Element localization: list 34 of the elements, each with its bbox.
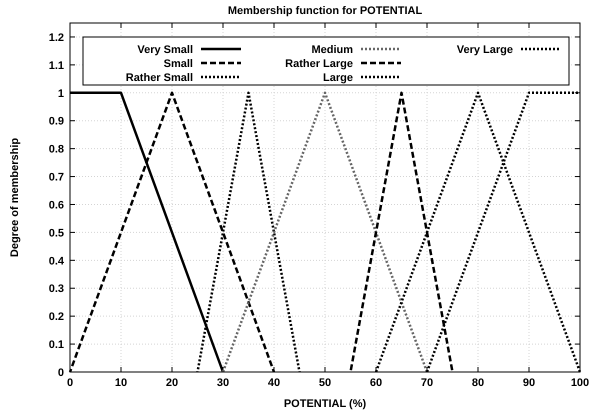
legend-label: Small xyxy=(164,58,193,70)
y-tick-label: 0.5 xyxy=(48,227,64,240)
x-tick-label: 100 xyxy=(570,377,590,389)
x-tick-label: 80 xyxy=(472,377,484,389)
y-tick-label: 0.9 xyxy=(48,116,64,128)
x-tick-label: 30 xyxy=(216,377,230,389)
y-tick-label: 0.2 xyxy=(48,311,64,324)
x-tick-label: 0 xyxy=(66,377,74,389)
y-tick-label: 0.3 xyxy=(48,283,64,296)
x-tick-label: 40 xyxy=(268,377,280,389)
legend-label: Large xyxy=(323,72,353,84)
y-tick-label: 0.4 xyxy=(48,255,65,268)
x-tick-label: 50 xyxy=(318,377,332,389)
legend-label: Rather Large xyxy=(285,58,353,70)
y-tick-label: 0 xyxy=(58,367,64,379)
y-axis-title: Degree of membership xyxy=(9,138,21,258)
x-tick-label: 60 xyxy=(370,377,382,389)
x-tick-label: 90 xyxy=(522,377,536,389)
y-tick-label: 0.7 xyxy=(48,172,64,184)
chart-title: Membership function for POTENTIAL xyxy=(228,5,422,17)
y-tick-label: 1 xyxy=(58,88,64,100)
x-tick-label: 20 xyxy=(166,377,178,389)
x-tick-label: 70 xyxy=(420,377,434,389)
legend-label: Medium xyxy=(311,44,354,56)
y-tick-label: 0.1 xyxy=(48,339,64,352)
y-tick-label: 1.2 xyxy=(48,32,64,44)
legend-label: Very Large xyxy=(456,44,513,56)
y-tick-label: 1.1 xyxy=(48,60,64,72)
x-tick-label: 10 xyxy=(114,377,128,389)
y-tick-label: 0.6 xyxy=(48,199,64,212)
legend-label: Rather Small xyxy=(126,72,193,84)
legend-label: Very Small xyxy=(137,44,193,56)
x-axis-title: POTENTIAL (%) xyxy=(284,398,366,410)
y-tick-label: 0.8 xyxy=(48,144,64,156)
